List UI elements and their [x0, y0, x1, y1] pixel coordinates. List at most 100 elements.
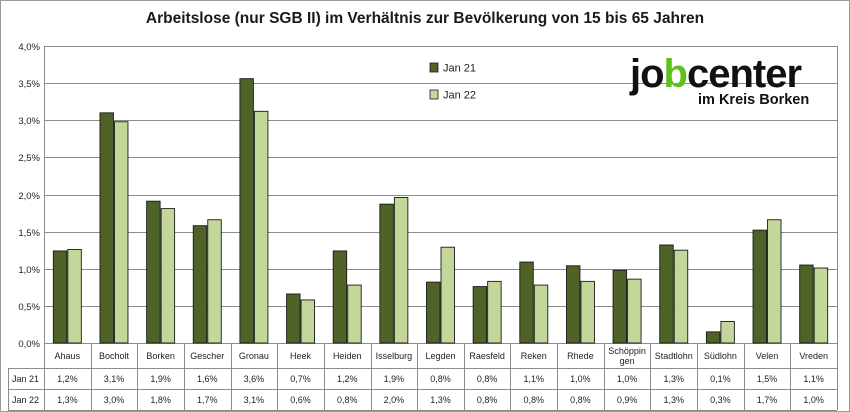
data-label: 1,0%	[570, 374, 591, 384]
bar	[67, 248, 82, 344]
data-label: 2,0%	[384, 395, 405, 405]
y-tick-label: 0,0%	[18, 339, 40, 350]
category-label-line: gen	[620, 356, 635, 366]
bar	[239, 78, 254, 344]
bar	[393, 197, 409, 344]
bar	[673, 249, 689, 344]
data-label: 3,0%	[104, 395, 125, 405]
category-label-line: Ahaus	[55, 351, 81, 361]
bar	[207, 219, 222, 344]
data-label: 0,9%	[617, 395, 638, 405]
legend-label: Jan 22	[443, 90, 476, 102]
y-tick-label: 2,5%	[18, 153, 40, 164]
data-label: 1,9%	[150, 374, 171, 384]
bar	[659, 244, 674, 344]
data-label: 1,3%	[430, 395, 451, 405]
bar	[612, 269, 628, 344]
data-label: 1,3%	[663, 395, 684, 405]
y-tick-label: 2,0%	[18, 191, 40, 202]
data-label: 0,8%	[524, 395, 545, 405]
data-label: 1,1%	[803, 374, 824, 384]
y-tick-label: 3,5%	[18, 79, 40, 90]
data-label: 0,8%	[430, 374, 451, 384]
category-label: Bocholt	[99, 351, 130, 361]
category-label-line: Stadtlohn	[655, 351, 693, 361]
bar	[286, 293, 301, 344]
category-label: Schöppin gen	[608, 346, 646, 366]
category-label-line: Reken	[521, 351, 547, 361]
category-label: Ahaus	[55, 351, 81, 361]
bar	[440, 246, 455, 344]
data-label: 1,5%	[757, 374, 778, 384]
bar	[192, 225, 208, 344]
data-label: 3,6%	[244, 374, 265, 384]
category-label-line: Südlohn	[704, 351, 737, 361]
category-label: Heiden	[333, 351, 362, 361]
bar	[472, 286, 488, 344]
data-label: 1,6%	[197, 374, 218, 384]
table-series-name: Jan 22	[12, 395, 39, 405]
data-label: 1,1%	[524, 374, 545, 384]
logo-wordmark: jobcenter	[630, 52, 802, 96]
category-label: Raesfeld	[469, 351, 505, 361]
logo-part-center: center	[686, 52, 802, 96]
plot-area-border	[44, 46, 838, 344]
bar	[347, 284, 362, 344]
category-label-line: Legden	[425, 351, 455, 361]
data-label: 3,1%	[244, 395, 265, 405]
category-label: Stadtlohn	[655, 351, 693, 361]
y-tick-label: 4,0%	[18, 42, 40, 53]
bar	[487, 280, 502, 344]
data-label: 1,2%	[337, 374, 358, 384]
data-label: 1,0%	[803, 395, 824, 405]
bar	[146, 200, 161, 344]
category-label-line: Heiden	[333, 351, 362, 361]
bar	[813, 267, 829, 344]
bar	[332, 250, 348, 344]
logo-part-b: b	[663, 52, 688, 96]
bar	[627, 278, 642, 344]
bar	[253, 110, 269, 344]
category-label-line: Gescher	[190, 351, 224, 361]
category-label-line: Schöppin	[608, 346, 646, 356]
bar	[720, 321, 735, 344]
jobcenter-logo: jobcenter im Kreis Borken	[630, 52, 830, 110]
category-label: Legden	[425, 351, 455, 361]
category-label: Rhede	[567, 351, 594, 361]
logo-subtitle: im Kreis Borken	[698, 92, 810, 108]
data-label: 1,9%	[384, 374, 405, 384]
bar	[300, 299, 316, 344]
y-tick-label: 0,5%	[18, 302, 40, 313]
category-label-line: Velen	[756, 351, 779, 361]
category-label-line: Isselburg	[376, 351, 413, 361]
data-label: 0,8%	[477, 374, 498, 384]
bar	[565, 265, 581, 344]
bar	[519, 261, 534, 344]
table-series-name: Jan 21	[12, 374, 39, 384]
chart-title: Arbeitslose (nur SGB II) im Verhältnis z…	[145, 10, 705, 27]
legend-swatch	[429, 89, 439, 100]
bar	[52, 250, 68, 344]
category-label: Isselburg	[376, 351, 413, 361]
logo-part-jo: jo	[630, 52, 665, 96]
legend-label: Jan 21	[443, 63, 476, 75]
bar	[799, 264, 814, 344]
data-label: 0,8%	[337, 395, 358, 405]
category-label: Gronau	[239, 351, 269, 361]
bar	[426, 281, 441, 344]
category-label: Borken	[146, 351, 175, 361]
category-label-line: Bocholt	[99, 351, 130, 361]
data-label: 1,7%	[757, 395, 778, 405]
data-label: 0,1%	[710, 374, 731, 384]
category-label: Reken	[521, 351, 547, 361]
category-label-line: Rhede	[567, 351, 594, 361]
y-tick-label: 3,0%	[18, 116, 40, 127]
category-label-line: Borken	[146, 351, 175, 361]
bar	[767, 219, 782, 344]
category-label: Heek	[290, 351, 312, 361]
legend-swatch	[429, 62, 439, 73]
category-label-line: Vreden	[799, 351, 828, 361]
data-label: 0,7%	[290, 374, 311, 384]
data-label: 0,8%	[570, 395, 591, 405]
